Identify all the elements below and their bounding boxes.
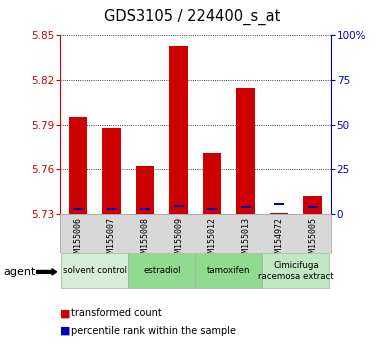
Text: GSM154972: GSM154972 bbox=[275, 217, 284, 262]
Text: GDS3105 / 224400_s_at: GDS3105 / 224400_s_at bbox=[104, 9, 281, 25]
Bar bbox=[107, 207, 117, 210]
Bar bbox=[61, 253, 128, 288]
Text: ■: ■ bbox=[60, 308, 70, 318]
Text: GSM155007: GSM155007 bbox=[107, 217, 116, 262]
Bar bbox=[236, 87, 255, 214]
Text: GSM155008: GSM155008 bbox=[141, 217, 150, 262]
Bar bbox=[263, 253, 330, 288]
Text: GSM155009: GSM155009 bbox=[174, 217, 183, 262]
Bar bbox=[73, 207, 83, 210]
Text: GSM155012: GSM155012 bbox=[208, 217, 217, 262]
Bar bbox=[270, 213, 288, 214]
Bar bbox=[140, 207, 150, 210]
Text: percentile rank within the sample: percentile rank within the sample bbox=[71, 326, 236, 336]
Text: agent: agent bbox=[4, 267, 36, 277]
Bar bbox=[195, 253, 263, 288]
Bar bbox=[303, 196, 322, 214]
Bar bbox=[241, 206, 251, 208]
Text: tamoxifen: tamoxifen bbox=[207, 266, 251, 275]
Text: GSM155005: GSM155005 bbox=[308, 217, 317, 262]
Text: ■: ■ bbox=[60, 326, 70, 336]
Bar bbox=[69, 117, 87, 214]
Text: transformed count: transformed count bbox=[71, 308, 162, 318]
Bar bbox=[128, 253, 195, 288]
Text: GSM155013: GSM155013 bbox=[241, 217, 250, 262]
Text: Cimicifuga
racemosa extract: Cimicifuga racemosa extract bbox=[258, 261, 334, 280]
Bar bbox=[169, 46, 188, 214]
Bar bbox=[102, 128, 121, 214]
Bar bbox=[174, 205, 184, 207]
Text: solvent control: solvent control bbox=[63, 266, 127, 275]
Bar bbox=[274, 203, 284, 205]
Bar bbox=[203, 153, 221, 214]
Text: GSM155006: GSM155006 bbox=[74, 217, 83, 262]
Bar bbox=[207, 207, 217, 210]
Text: estradiol: estradiol bbox=[143, 266, 181, 275]
Bar bbox=[308, 206, 318, 208]
Bar bbox=[136, 166, 154, 214]
